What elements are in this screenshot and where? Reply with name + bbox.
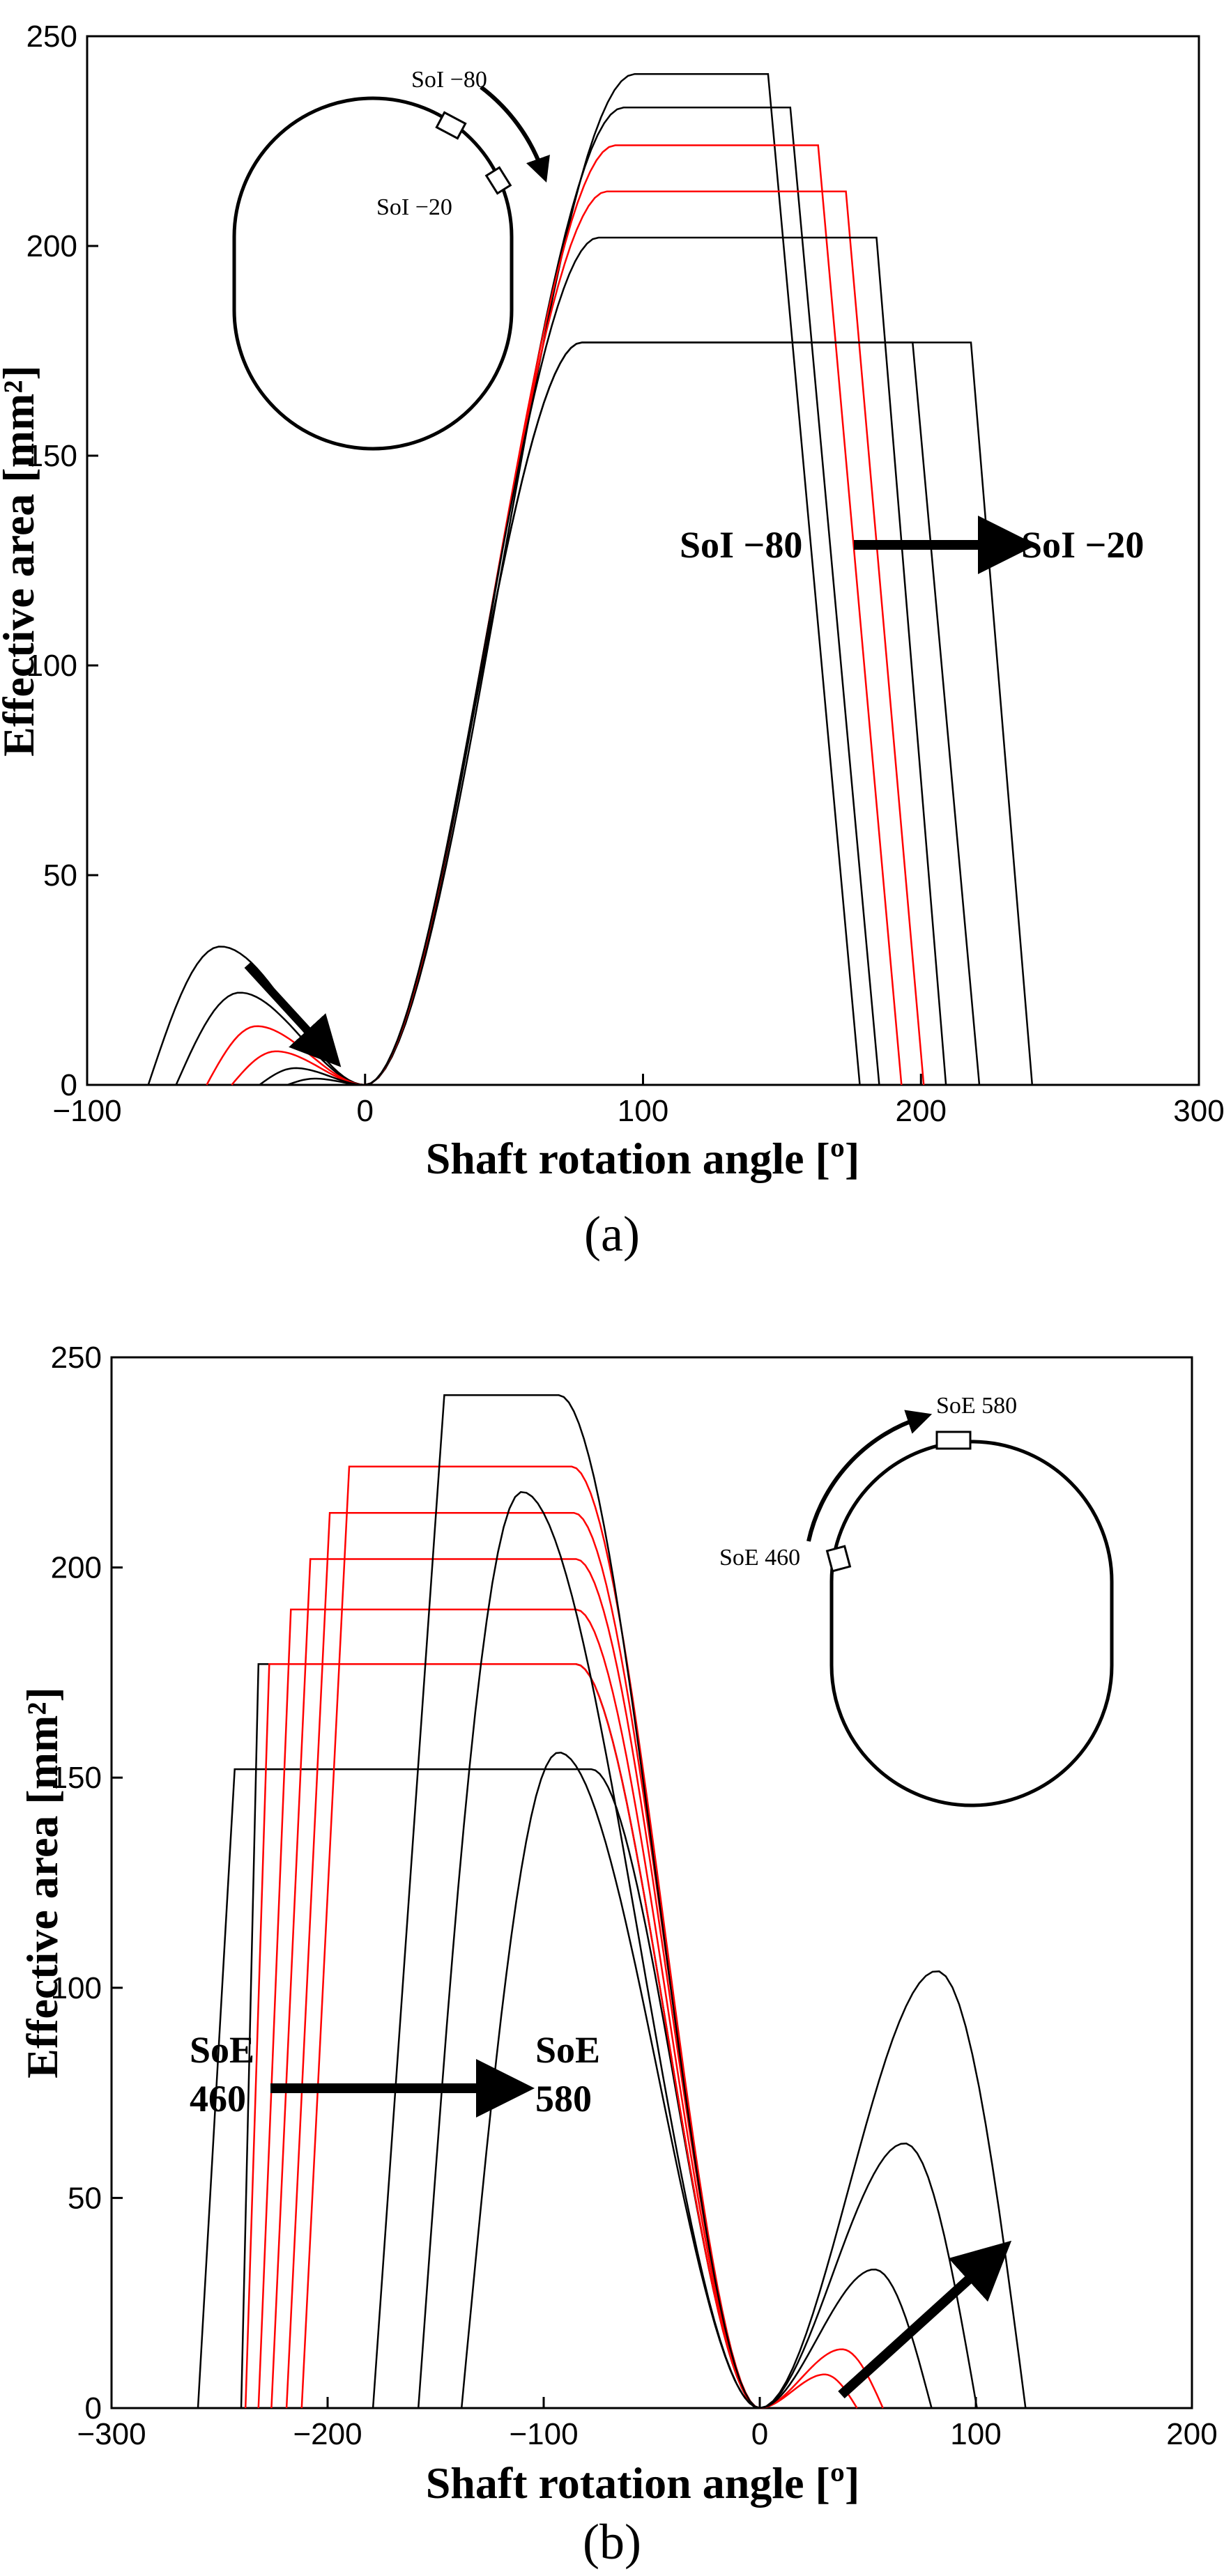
- panel-b-series-hump: [759, 2268, 933, 2409]
- panel-a-series-line: [365, 107, 880, 1086]
- panel-b-inset-port-left: [825, 1545, 852, 1573]
- panel-a-hump-shift-arrow: [244, 962, 342, 1067]
- panel-b-soe580-label-line1: SoE: [535, 2029, 600, 2071]
- panel-a-series-hump: [286, 1077, 365, 1086]
- panel-a-series-line: [365, 236, 947, 1086]
- panel-a-x-tick-label: 100: [618, 1094, 668, 1128]
- panel-b-series-line: [240, 1663, 760, 2409]
- panel-b-soe460-label-line1: SoE: [190, 2029, 254, 2071]
- panel-a-y-tick-label: 0: [61, 1068, 77, 1102]
- panel-a-x-axis-title: Shaft rotation angle [º]: [426, 1134, 860, 1183]
- panel-a-y-tick-label: 150: [26, 439, 77, 473]
- panel-b-x-tick-label: 0: [751, 2417, 768, 2451]
- panel-b-series: [197, 1394, 1027, 2409]
- panel-b-series-line: [460, 1752, 760, 2409]
- panel-b-y-tick-label: 100: [51, 1971, 102, 2005]
- panel-a-series-line: [365, 341, 981, 1086]
- panel-b-x-tick-label: 100: [950, 2417, 1001, 2451]
- panel-b-x-tick-label: 200: [1166, 2417, 1217, 2451]
- panel-a-y-axis-title: Effective area [mm²]: [0, 365, 43, 757]
- panel-a-inset-rotor-housing: [232, 96, 514, 451]
- panel-b-x-axis-title: Shaft rotation angle [º]: [426, 2458, 860, 2508]
- panel-b-series-line: [244, 1663, 760, 2409]
- panel-b-y-axis-title: Effective area [mm²]: [17, 1687, 67, 2078]
- panel-a-label: (a): [584, 1206, 640, 1262]
- panel-a-y-tick-label: 200: [26, 229, 77, 263]
- panel-b-y-tick-label: 50: [68, 2181, 102, 2215]
- panel-a-y-tick-label: 250: [26, 20, 77, 54]
- panel-b-inset-diagram: SoE 580 SoE 460: [719, 1393, 1114, 1807]
- panel-b-plot-area: −300 −200 −100 0 100 200 0 50 100 150 200 250: [51, 1341, 1218, 2451]
- panel-a-inset-label-soi20: SoI −20: [376, 194, 452, 220]
- panel-b-series-line: [300, 1465, 760, 2409]
- panel-a-series-line: [365, 341, 1034, 1086]
- panel-b-inset-port-top: [935, 1430, 972, 1450]
- panel-b-series-hump: [759, 2143, 978, 2409]
- panel-b-inset-label-soe580: SoE 580: [936, 1393, 1017, 1419]
- panel-a-inset-port-top: [435, 111, 467, 140]
- panel-a-soi20-label: SoI −20: [1021, 524, 1144, 566]
- panel-b-series-line: [372, 1394, 760, 2409]
- panel-b-inset-rotor-housing: [829, 1440, 1114, 1807]
- panel-a-series-hump: [206, 1025, 365, 1086]
- panel-b-series-line: [257, 1608, 760, 2409]
- panel-a-series: [147, 72, 1034, 1086]
- panel-a-series-hump: [259, 1067, 365, 1086]
- panel-b-y-tick-label: 200: [51, 1551, 102, 1585]
- panel-b-series-hump: [759, 1970, 1027, 2409]
- panel-a-inset-port-bottom: [484, 166, 512, 195]
- panel-a-x-tick-label: −100: [52, 1094, 121, 1128]
- panel-b-y-tick-label: 250: [51, 1341, 102, 1375]
- panel-a-series-hump: [147, 946, 365, 1086]
- panel-a-inset-rotation-arrow: [480, 85, 550, 183]
- panel-a-series-hump: [175, 992, 365, 1086]
- panel-b: −300 −200 −100 0 100 200 0 50 100 150 200 250 SoE 5…: [17, 1341, 1218, 2570]
- panel-b-label: (b): [583, 2514, 641, 2570]
- panel-b-hump-shift-arrow: [838, 2240, 1012, 2399]
- panel-b-x-tick-label: −300: [77, 2417, 146, 2451]
- panel-a-x-tick-label: 300: [1173, 1094, 1224, 1128]
- panel-a-inset-diagram: SoI −80 SoI −20: [232, 67, 550, 451]
- panel-b-series-line: [417, 1490, 760, 2409]
- panel-a-series-line: [365, 144, 903, 1086]
- panel-a-soi80-label: SoI −80: [680, 524, 802, 566]
- panel-b-series-line: [285, 1511, 760, 2409]
- panel-b-inset-label-soe460: SoE 460: [719, 1545, 800, 1571]
- panel-a-series-line: [365, 190, 925, 1086]
- panel-b-series-hump: [759, 2348, 884, 2409]
- panel-b-y-tick-label: 0: [85, 2391, 102, 2425]
- panel-b-frame: [110, 1356, 1193, 2409]
- panel-b-soe580-label-line2: 580: [535, 2078, 592, 2120]
- panel-b-soe460-label-line2: 460: [190, 2078, 246, 2120]
- panel-b-inset-rotation-arrow: [806, 1410, 933, 1542]
- panel-a-y-tick-label: 50: [43, 858, 77, 893]
- panel-a-y-tick-label: 100: [26, 649, 77, 683]
- panel-a-x-tick-label: 0: [357, 1094, 374, 1128]
- panel-a-x-tick-label: 200: [896, 1094, 947, 1128]
- panel-b-ticks: −300 −200 −100 0 100 200 0 50 100 150 200 250: [51, 1341, 1218, 2451]
- panel-b-x-tick-label: −200: [293, 2417, 362, 2451]
- panel-a-annotations: SoI −80 SoI −20: [244, 516, 1144, 1067]
- panel-b-series-line: [270, 1558, 760, 2409]
- panel-b-x-tick-label: −100: [509, 2417, 578, 2451]
- panel-b-y-tick-label: 150: [51, 1761, 102, 1795]
- panel-b-annotations: SoE 460 SoE 580: [190, 2029, 1012, 2399]
- panel-a-series-line: [365, 72, 861, 1086]
- panel-a-inset-label-soi80: SoI −80: [411, 67, 487, 93]
